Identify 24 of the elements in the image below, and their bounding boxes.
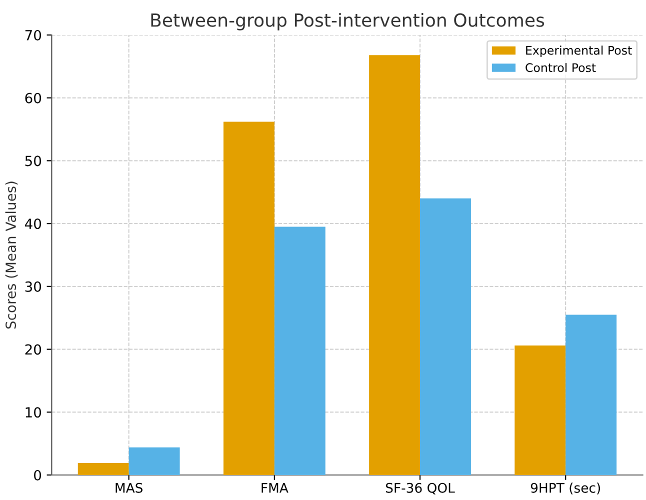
bar xyxy=(78,463,129,475)
legend-label: Control Post xyxy=(526,62,596,72)
bar xyxy=(420,198,471,475)
bar xyxy=(274,226,326,475)
bar xyxy=(128,447,180,475)
y-tick-label: 0 xyxy=(34,470,42,480)
y-tick-label: 70 xyxy=(25,30,42,40)
bar xyxy=(369,55,420,475)
y-tick-label: 40 xyxy=(24,218,42,230)
y-tick-label: 20 xyxy=(25,344,42,355)
y-tick-label: 10 xyxy=(26,407,42,418)
legend-label: Experimental Post xyxy=(526,46,632,58)
y-axis-title: Scores (Mean Values) xyxy=(5,182,18,329)
bar xyxy=(223,122,274,475)
y-tick-label: 30 xyxy=(25,281,42,292)
x-tick-label: 9HPT (sec) xyxy=(530,482,600,494)
x-tick-label: SF-36 QOL xyxy=(386,482,455,494)
bar xyxy=(514,346,566,475)
chart-title: Between-group Post-intervention Outcomes xyxy=(151,12,544,30)
bar xyxy=(566,314,617,475)
x-tick-label: MAS xyxy=(116,482,142,493)
y-tick-label: 50 xyxy=(25,156,42,166)
y-tick-label: 60 xyxy=(25,92,42,104)
x-tick-label: FMA xyxy=(262,483,288,493)
